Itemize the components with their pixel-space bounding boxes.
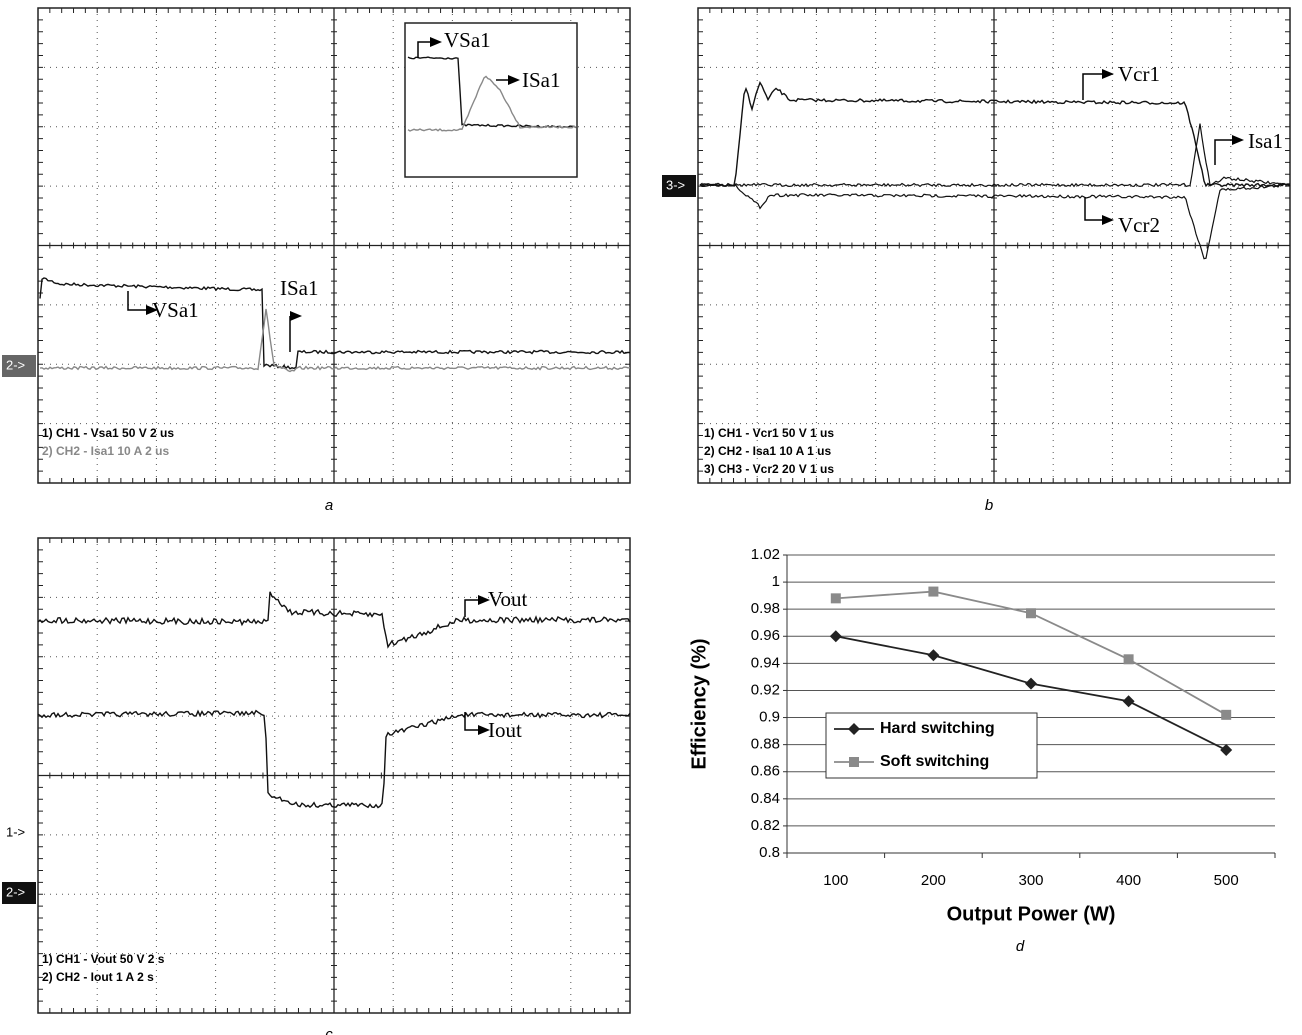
channel-legend: 3) CH3 - Vcr2 20 V 1 us bbox=[704, 462, 834, 476]
y-tick-label: 0.88 bbox=[751, 736, 780, 753]
chart-caption: d bbox=[1016, 938, 1025, 955]
waveform bbox=[700, 184, 1290, 259]
y-tick-label: 0.96 bbox=[751, 627, 780, 644]
annotation: VSa1 bbox=[152, 298, 199, 322]
y-tick-label: 0.98 bbox=[751, 600, 780, 617]
data-point bbox=[1221, 710, 1231, 720]
data-point bbox=[1124, 654, 1134, 664]
waveform bbox=[700, 124, 1290, 187]
channel-legend: 1) CH1 - Vsa1 50 V 2 us bbox=[42, 426, 174, 440]
legend-label: Hard switching bbox=[880, 720, 995, 737]
data-point bbox=[831, 593, 841, 603]
channel-marker: 3-> bbox=[666, 177, 685, 192]
data-point bbox=[1025, 678, 1037, 690]
y-tick-label: 1 bbox=[772, 573, 780, 590]
annotation: Vcr1 bbox=[1118, 62, 1160, 86]
channel-legend: 2) CH2 - Isa1 10 A 2 us bbox=[42, 444, 169, 458]
x-tick-label: 400 bbox=[1116, 872, 1141, 889]
panel-caption: b bbox=[985, 497, 993, 514]
data-point bbox=[830, 630, 842, 642]
x-tick-label: 200 bbox=[921, 872, 946, 889]
arrow-line bbox=[128, 291, 146, 310]
annotation: ISa1 bbox=[280, 276, 319, 300]
arrow-head bbox=[1232, 135, 1244, 145]
annotation: ISa1 bbox=[522, 68, 561, 92]
data-point bbox=[927, 649, 939, 661]
x-tick-label: 100 bbox=[823, 872, 848, 889]
data-point bbox=[1026, 608, 1036, 618]
y-tick-label: 0.92 bbox=[751, 681, 780, 698]
y-tick-label: 0.94 bbox=[751, 654, 780, 671]
channel-legend: 2) CH2 - Iout 1 A 2 s bbox=[42, 970, 154, 984]
arrow-line bbox=[1085, 197, 1102, 220]
y-tick-label: 0.82 bbox=[751, 817, 780, 834]
arrow-line bbox=[1083, 74, 1102, 100]
panel-caption: c bbox=[325, 1026, 333, 1035]
y-tick-label: 0.86 bbox=[751, 763, 780, 780]
channel-legend: 1) CH1 - Vcr1 50 V 1 us bbox=[704, 426, 834, 440]
annotation: Isa1 bbox=[1248, 129, 1283, 153]
annotation: Vout bbox=[488, 587, 527, 611]
y-axis-label: Efficiency (%) bbox=[688, 638, 710, 769]
legend-label: Soft switching bbox=[880, 753, 989, 770]
channel-marker: 2-> bbox=[6, 357, 25, 372]
channel-legend: 2) CH2 - Isa1 10 A 1 us bbox=[704, 444, 831, 458]
x-tick-label: 500 bbox=[1214, 872, 1239, 889]
annotation: Vcr2 bbox=[1118, 213, 1160, 237]
channel-marker: 1-> bbox=[6, 824, 25, 839]
y-tick-label: 0.8 bbox=[759, 844, 780, 861]
legend-marker bbox=[849, 757, 859, 767]
y-tick-label: 0.84 bbox=[751, 790, 780, 807]
channel-marker: 2-> bbox=[6, 884, 25, 899]
panel-caption: a bbox=[325, 497, 333, 514]
arrow-head bbox=[1102, 69, 1114, 79]
annotation: Iout bbox=[488, 718, 522, 742]
arrow-line bbox=[1215, 140, 1232, 165]
y-tick-label: 1.02 bbox=[751, 546, 780, 563]
x-tick-label: 300 bbox=[1018, 872, 1043, 889]
y-tick-label: 0.9 bbox=[759, 709, 780, 726]
arrow-head bbox=[1102, 215, 1114, 225]
arrow-head bbox=[290, 311, 302, 321]
data-point bbox=[1123, 695, 1135, 707]
data-point bbox=[1220, 744, 1232, 756]
channel-legend: 1) CH1 - Vout 50 V 2 s bbox=[42, 952, 165, 966]
figure: 2-> 1) CH1 - Vsa1 50 V 2 us 2) CH2 - Isa1 … bbox=[0, 0, 1302, 1035]
annotation: VSa1 bbox=[444, 28, 491, 52]
data-point bbox=[928, 587, 938, 597]
x-axis-label: Output Power (W) bbox=[947, 903, 1116, 925]
arrow-line bbox=[465, 600, 478, 617]
